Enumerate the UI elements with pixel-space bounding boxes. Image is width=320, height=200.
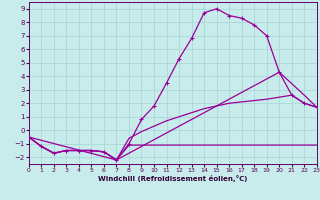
X-axis label: Windchill (Refroidissement éolien,°C): Windchill (Refroidissement éolien,°C) (98, 175, 247, 182)
